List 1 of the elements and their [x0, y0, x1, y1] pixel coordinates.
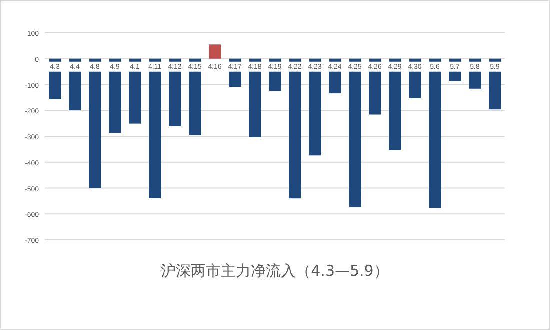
text: 沪深两市主力净流入（4.3—5.9） [161, 262, 389, 280]
